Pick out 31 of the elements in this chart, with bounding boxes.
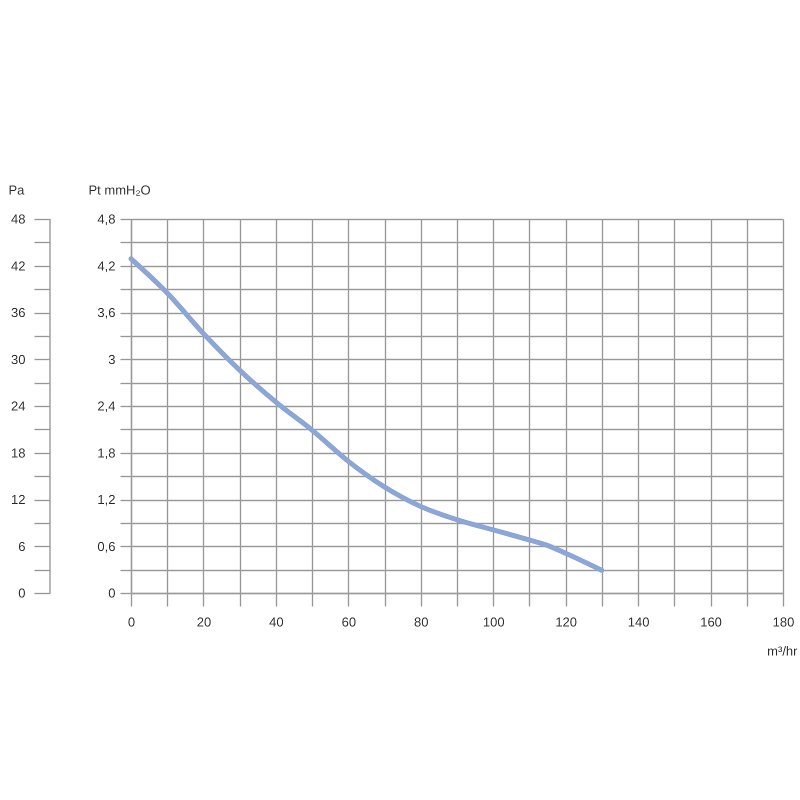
- y2-tick-label: 0: [18, 586, 26, 600]
- y2-tick-label: 6: [18, 538, 26, 554]
- y-tick-label: 3: [108, 352, 116, 367]
- x-tick-label: 120: [555, 614, 578, 630]
- x-tick-label: 80: [414, 614, 429, 630]
- x-tick-label: 20: [196, 614, 212, 630]
- y-tick-label: 2,4: [97, 398, 116, 414]
- x-tick-label: 60: [342, 614, 356, 630]
- x-axis-title: m³/hr: [767, 644, 798, 658]
- y2-tick-label: 48: [11, 212, 26, 226]
- y-axis-title: Pt mmH₂O: [88, 182, 151, 198]
- x-tick-label: 140: [628, 614, 650, 630]
- y-tick-label: 1,2: [97, 492, 116, 507]
- y2-axis-title: Pa: [8, 182, 26, 198]
- y2-tick-label: 24: [11, 398, 26, 414]
- y2-tick-label: 42: [11, 258, 26, 274]
- x-tick-label: 100: [482, 614, 505, 630]
- y2-tick-label: 18: [11, 445, 26, 460]
- y-tick-label: 0,6: [97, 538, 116, 554]
- y-tick-label: 3,6: [97, 305, 116, 320]
- y2-tick-label: 30: [11, 352, 26, 367]
- y2-tick-label: 12: [11, 492, 26, 507]
- x-tick-label: 40: [269, 614, 284, 630]
- y2-tick-label: 36: [11, 305, 26, 320]
- y-tick-label: 0: [108, 586, 116, 600]
- y-tick-label: 1,8: [97, 445, 116, 460]
- x-tick-label: 160: [700, 614, 722, 630]
- x-tick-label: 180: [772, 614, 794, 630]
- x-tick-label: 0: [128, 614, 136, 630]
- y-tick-label: 4,2: [97, 258, 116, 274]
- y-tick-label: 4,8: [97, 212, 116, 226]
